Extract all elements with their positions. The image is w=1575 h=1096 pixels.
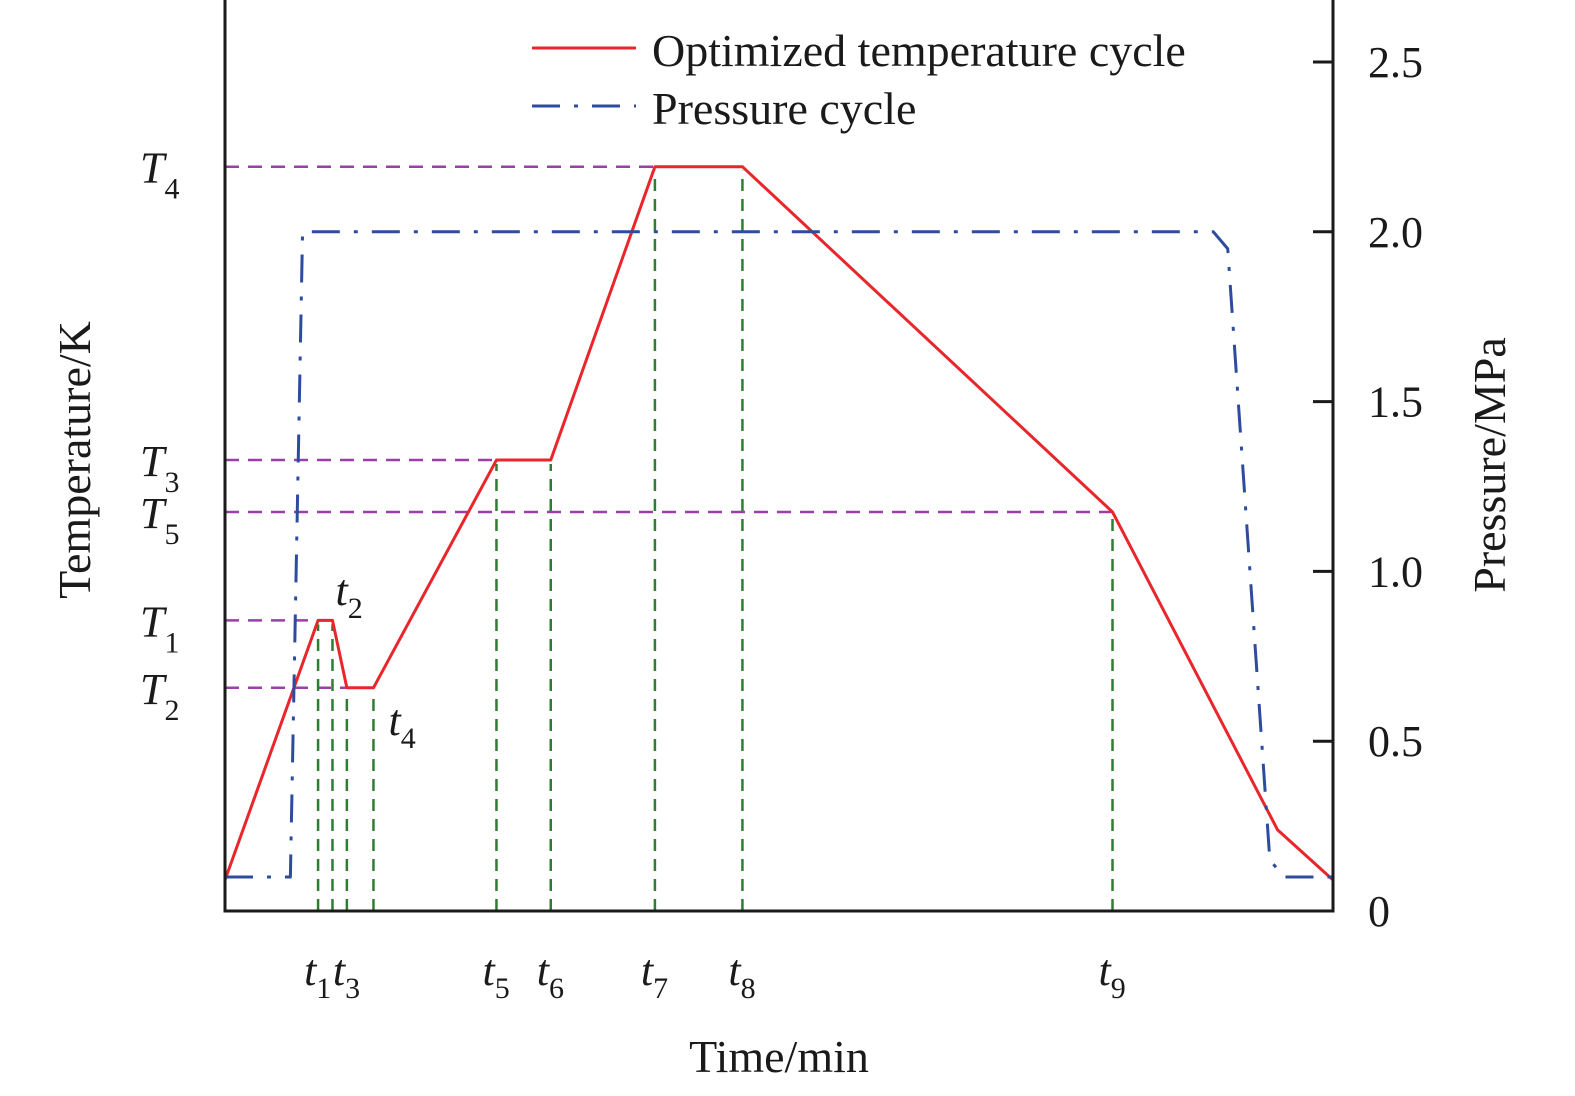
temperature-tick-label: T1 — [140, 597, 179, 659]
temperature-tick-label: T2 — [140, 665, 179, 727]
time-tick-subscript: 6 — [549, 972, 564, 1005]
legend-label-temperature: Optimized temperature cycle — [652, 25, 1186, 76]
time-tick-label: t8 — [728, 946, 755, 1005]
right-axis-tick-label: 0.5 — [1368, 717, 1423, 766]
right-axis-tick-label: 1.5 — [1368, 378, 1423, 427]
time-tick-label: t7 — [641, 946, 668, 1005]
time-tick-subscript: 2 — [348, 592, 363, 625]
temperature-tick-subscript: 3 — [164, 466, 179, 499]
temperature-tick-label: T4 — [140, 144, 179, 206]
legend-label-pressure: Pressure cycle — [652, 83, 916, 134]
right-axis-title: Pressure/MPa — [1464, 337, 1515, 593]
right-axis-tick-label: 2.0 — [1368, 208, 1423, 257]
time-tick-subscript: 8 — [741, 972, 756, 1005]
temperature-tick-subscript: 2 — [164, 694, 179, 727]
right-axis-tick-label: 0 — [1368, 887, 1390, 936]
time-tick-label: t1 — [304, 946, 331, 1005]
time-tick-label: t4 — [388, 696, 415, 755]
time-tick-label: t9 — [1099, 946, 1126, 1005]
right-axis-tick-label: 2.5 — [1368, 38, 1423, 87]
pressure-cycle-line — [225, 230, 1333, 879]
left-axis-title: Temperature/K — [49, 321, 100, 599]
series-lines — [223, 165, 1335, 882]
temperature-cycle-line — [223, 165, 1335, 882]
temperature-tick-subscript: 5 — [164, 518, 179, 551]
time-tick-label: t3 — [333, 946, 360, 1005]
temperature-tick-subscript: 4 — [164, 173, 179, 206]
time-tick-subscript: 7 — [653, 972, 668, 1005]
legend: Optimized temperature cycle Pressure cyc… — [532, 25, 1186, 134]
time-tick-subscript: 5 — [495, 972, 510, 1005]
time-tick-label: t2 — [335, 566, 362, 625]
time-tick-subscript: 9 — [1111, 972, 1126, 1005]
axes — [223, 0, 1335, 913]
time-tick-subscript: 1 — [316, 972, 331, 1005]
guide-lines — [225, 165, 1119, 911]
time-tick-label: t5 — [482, 946, 509, 1005]
temperature-tick-subscript: 1 — [164, 626, 179, 659]
time-tick-subscript: 4 — [401, 722, 416, 755]
time-tick-label: t6 — [537, 946, 564, 1005]
right-axis-tick-label: 1.0 — [1368, 547, 1423, 596]
x-axis-title: Time/min — [689, 1031, 869, 1082]
time-tick-subscript: 3 — [345, 972, 360, 1005]
